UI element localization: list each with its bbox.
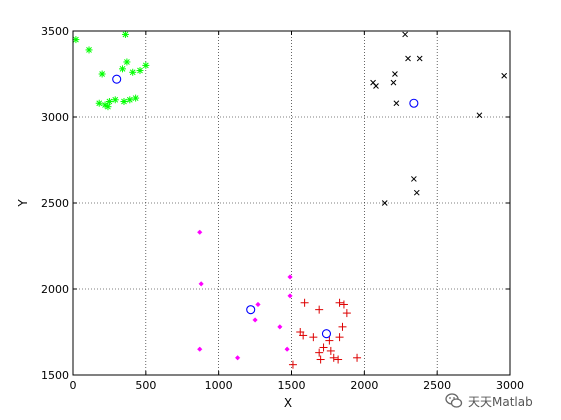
data-point-plus <box>300 298 309 307</box>
data-points <box>72 30 508 369</box>
data-point-plus <box>335 333 344 342</box>
data-point-plus <box>339 300 348 309</box>
y-tick-label: 3500 <box>41 25 69 38</box>
data-point-diamond <box>277 324 283 330</box>
data-point-x <box>476 112 483 119</box>
x-tick-label: 1500 <box>278 379 306 392</box>
grid <box>73 31 510 375</box>
data-point-diamond <box>198 281 204 287</box>
x-tick-label: 3000 <box>496 379 524 392</box>
y-tick-label: 2000 <box>41 283 69 296</box>
y-tick-label: 1500 <box>41 369 69 382</box>
data-point-diamond <box>197 346 203 352</box>
data-point-plus <box>326 346 335 355</box>
data-point-asterisk <box>123 58 131 66</box>
data-point-x <box>405 55 411 62</box>
data-point-asterisk <box>132 94 140 102</box>
data-point-asterisk <box>104 103 112 111</box>
data-point-x <box>411 176 417 182</box>
data-point-diamond <box>287 274 293 280</box>
x-tick-label: 0 <box>70 379 77 392</box>
y-tick-label: 2500 <box>41 197 69 210</box>
data-point-x <box>373 83 379 89</box>
x-tick-label: 500 <box>135 379 156 392</box>
data-point-asterisk <box>120 98 128 106</box>
data-point-diamond <box>284 346 290 352</box>
data-point-diamond <box>252 317 258 323</box>
data-point-asterisk <box>136 67 144 75</box>
x-axis-label: X <box>284 396 292 410</box>
data-point-plus <box>315 348 324 357</box>
data-point-plus <box>353 353 362 362</box>
data-point-plus <box>315 305 324 314</box>
data-point-plus <box>334 355 343 364</box>
data-point-asterisk <box>142 61 150 69</box>
data-point-asterisk <box>111 96 119 104</box>
x-tick-label: 1000 <box>205 379 233 392</box>
wechat-icon <box>445 393 463 408</box>
data-point-x <box>392 71 398 77</box>
y-axis-label: Y <box>16 199 30 208</box>
data-point-x <box>393 100 400 107</box>
data-point-diamond <box>197 229 203 235</box>
data-point-circle <box>112 74 122 84</box>
data-point-asterisk <box>98 70 106 78</box>
data-point-asterisk <box>101 101 109 109</box>
data-point-x <box>402 31 408 38</box>
data-point-plus <box>329 353 338 362</box>
data-point-x <box>413 189 420 196</box>
data-point-plus <box>288 360 297 369</box>
y-tick-label: 3000 <box>41 111 69 124</box>
data-point-asterisk <box>126 96 134 104</box>
data-point-asterisk <box>105 98 113 106</box>
data-point-asterisk <box>129 68 137 76</box>
x-tick-label: 2000 <box>350 379 378 392</box>
data-point-asterisk <box>85 46 93 54</box>
data-point-x <box>390 79 397 86</box>
data-point-x <box>416 55 423 62</box>
x-tick-label: 2500 <box>423 379 451 392</box>
data-point-asterisk <box>119 65 127 73</box>
watermark: 天天Matlab <box>445 392 533 410</box>
data-point-plus <box>309 333 318 342</box>
ticks: 0 500 1000 1500 2000 2500 3000 1500 2000 2500 3000… <box>41 25 524 392</box>
data-point-x <box>381 200 388 206</box>
data-point-diamond <box>255 301 261 308</box>
watermark-text: 天天Matlab <box>468 394 533 409</box>
data-point-circle <box>246 305 256 315</box>
data-point-circle <box>321 329 332 339</box>
data-point-plus <box>316 355 325 364</box>
data-point-plus <box>319 343 328 352</box>
data-point-plus <box>325 336 334 345</box>
data-point-asterisk <box>95 99 103 107</box>
data-point-plus <box>338 322 347 331</box>
data-point-plus <box>335 298 344 307</box>
data-point-diamond <box>234 355 241 361</box>
data-point-x <box>501 72 508 79</box>
data-point-asterisk <box>72 36 80 44</box>
data-point-plus <box>342 309 351 318</box>
data-point-circle <box>409 98 419 108</box>
data-point-plus <box>299 331 308 340</box>
data-point-asterisk <box>121 30 129 38</box>
data-point-diamond <box>287 293 293 299</box>
